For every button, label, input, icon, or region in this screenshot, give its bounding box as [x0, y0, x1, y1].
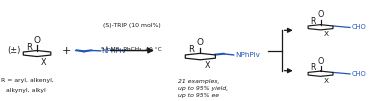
Text: R: R [310, 17, 316, 26]
Text: X: X [41, 58, 46, 67]
Text: R = aryl, alkenyl,: R = aryl, alkenyl, [1, 78, 54, 83]
Text: X: X [324, 78, 329, 84]
Text: R: R [188, 45, 194, 54]
Text: alkynyl, alkyl: alkynyl, alkyl [6, 88, 46, 93]
Text: X: X [324, 31, 329, 37]
Text: +: + [62, 45, 71, 56]
Text: 5Å MS, PhCH₃, 40 °C: 5Å MS, PhCH₃, 40 °C [101, 46, 162, 52]
Text: O: O [318, 57, 324, 66]
Text: R: R [310, 63, 316, 72]
Text: (±): (±) [7, 46, 20, 55]
Text: R: R [26, 43, 32, 52]
Text: (S)-TRIP (10 mol%): (S)-TRIP (10 mol%) [104, 23, 161, 28]
Text: CHO: CHO [352, 71, 366, 77]
Text: X: X [205, 61, 211, 70]
Text: NPhPiv: NPhPiv [235, 52, 260, 58]
Text: O: O [34, 36, 40, 45]
Text: CHO: CHO [352, 24, 366, 31]
Text: NPhPiv: NPhPiv [102, 48, 127, 54]
Text: 21 examples,
up to 95% yield,
up to 95% ee: 21 examples, up to 95% yield, up to 95% … [178, 79, 228, 98]
Text: O: O [197, 38, 204, 47]
Text: O: O [318, 10, 324, 19]
